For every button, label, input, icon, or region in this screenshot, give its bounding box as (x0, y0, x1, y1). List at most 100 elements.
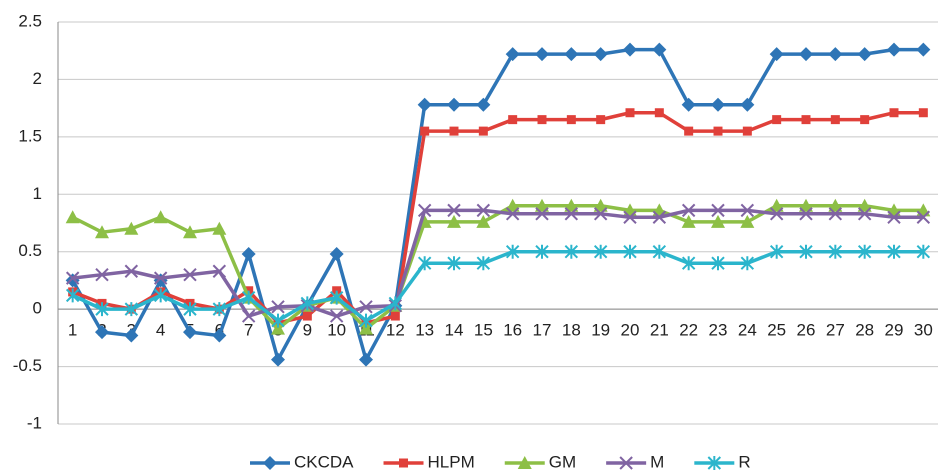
marker (742, 126, 752, 136)
marker (857, 198, 872, 212)
marker (857, 207, 872, 221)
x-tick-label: 25 (767, 321, 786, 340)
marker (241, 309, 256, 323)
marker (241, 247, 256, 262)
marker (183, 225, 197, 239)
legend-label: M (650, 452, 664, 471)
marker (593, 198, 608, 212)
marker (476, 256, 491, 271)
marker (447, 97, 461, 112)
marker (329, 290, 344, 305)
marker (713, 126, 723, 136)
marker (447, 203, 461, 218)
marker (681, 214, 696, 228)
marker (241, 290, 256, 305)
marker (799, 198, 813, 212)
marker (828, 207, 843, 221)
marker (535, 244, 549, 259)
marker (593, 207, 608, 221)
marker (625, 108, 635, 118)
marker (417, 256, 432, 271)
marker (476, 214, 491, 228)
x-tick-label: 20 (621, 321, 640, 340)
marker (505, 244, 520, 259)
marker (769, 47, 784, 62)
marker (329, 247, 344, 262)
marker (95, 225, 109, 239)
marker (623, 210, 637, 224)
x-tick-label: 21 (650, 321, 669, 340)
x-tick-label: 18 (562, 321, 581, 340)
x-tick-label: 1 (68, 321, 77, 340)
marker (681, 203, 696, 218)
x-tick-label: 24 (738, 321, 757, 340)
marker (684, 126, 694, 136)
legend-label: R (738, 452, 750, 471)
marker (300, 296, 315, 311)
marker (564, 207, 579, 221)
x-tick-label: 22 (679, 321, 698, 340)
marker (566, 115, 576, 125)
y-tick-label: 1.5 (18, 126, 42, 145)
marker (537, 115, 547, 125)
x-tick-label: 17 (533, 321, 552, 340)
x-tick-label: 10 (327, 321, 346, 340)
marker (212, 264, 227, 278)
x-tick-label: 9 (303, 321, 312, 340)
marker (476, 97, 491, 112)
marker (828, 244, 843, 259)
x-tick-label: 29 (885, 321, 904, 340)
y-tick-label: 1 (33, 184, 42, 203)
marker (153, 210, 168, 224)
y-tick-label: 2 (33, 69, 42, 88)
legend-label: CKCDA (294, 452, 354, 471)
marker (212, 302, 227, 317)
marker (359, 352, 373, 367)
marker (390, 311, 400, 321)
marker (95, 302, 109, 317)
marker (769, 198, 784, 212)
y-tick-label: 0.5 (18, 241, 42, 260)
marker (916, 210, 931, 224)
marker (652, 210, 667, 224)
x-tick-label: 23 (709, 321, 728, 340)
x-tick-label: 15 (474, 321, 493, 340)
marker (652, 42, 667, 57)
marker (740, 97, 755, 112)
marker (505, 47, 520, 62)
marker (302, 311, 312, 321)
series-line (71, 249, 924, 323)
marker (828, 198, 843, 212)
marker (916, 42, 931, 57)
marker (183, 267, 197, 282)
legend-label: GM (549, 452, 576, 471)
marker (535, 198, 549, 212)
y-tick-label: 2.5 (18, 11, 42, 30)
x-tick-label: 26 (797, 321, 816, 340)
marker (799, 207, 813, 221)
marker (271, 313, 285, 328)
marker (623, 244, 637, 259)
marker (860, 115, 870, 125)
marker (447, 256, 461, 271)
marker (654, 108, 664, 118)
marker (212, 221, 227, 235)
marker (124, 221, 139, 235)
marker (887, 244, 901, 259)
marker (65, 288, 80, 303)
marker (564, 47, 579, 62)
x-tick-label: 14 (445, 321, 464, 340)
marker (505, 198, 520, 212)
marker (153, 271, 168, 285)
marker (417, 97, 432, 112)
marker (388, 296, 403, 311)
marker (918, 108, 928, 118)
legend-label: HLPM (428, 452, 475, 471)
marker (564, 244, 579, 259)
marker (271, 321, 285, 335)
marker (417, 203, 432, 218)
marker (740, 214, 755, 228)
marker (153, 288, 168, 303)
marker (124, 264, 139, 278)
